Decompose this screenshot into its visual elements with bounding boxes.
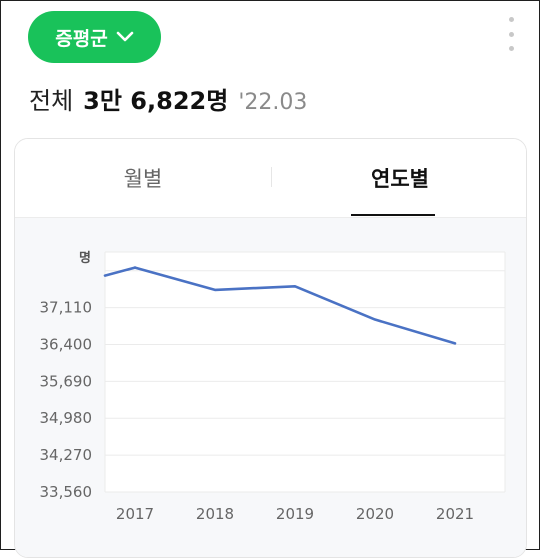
series-line-lead — [103, 266, 137, 277]
region-select-button[interactable]: 증평군 — [28, 11, 161, 63]
population-summary: 전체 3만 6,822명 '22.03 — [29, 81, 307, 117]
tab-monthly[interactable]: 월별 — [123, 167, 163, 191]
population-card: 월별 연도별 33,560 34,270 34,980 35,690 36,400 37,… — [14, 138, 527, 558]
y-axis-unit-label: 명 — [79, 250, 91, 266]
region-label: 증평군 — [55, 28, 108, 50]
more-vertical-icon[interactable] — [501, 17, 521, 51]
y-tick-label: 35,690 — [40, 372, 93, 390]
y-tick-label: 36,400 — [40, 335, 93, 353]
y-tick-label: 34,270 — [40, 446, 93, 464]
tab-divider — [271, 167, 272, 187]
more-dot — [508, 46, 514, 51]
chart-area: 33,560 34,270 34,980 35,690 36,400 37,110 명 201… — [15, 217, 526, 557]
x-tick-label: 2020 — [356, 505, 394, 523]
summary-date: '22.03 — [238, 90, 308, 115]
x-tick-label: 2018 — [196, 505, 234, 523]
summary-label: 전체 — [29, 87, 74, 115]
series-line — [133, 266, 457, 345]
y-tick-label: 34,980 — [40, 409, 93, 427]
x-tick-label: 2021 — [436, 505, 474, 523]
x-tick-label: 2017 — [116, 505, 154, 523]
y-tick-label: 37,110 — [40, 299, 93, 317]
active-tab-indicator — [351, 214, 435, 216]
chevron-down-icon — [116, 31, 134, 42]
period-tabs: 월별 연도별 — [15, 139, 526, 217]
tab-yearly[interactable]: 연도별 — [371, 167, 429, 191]
x-tick-label: 2019 — [276, 505, 314, 523]
population-line-chart: 33,560 34,270 34,980 35,690 36,400 37,110 명 201… — [40, 250, 506, 523]
more-dot — [508, 31, 514, 37]
more-dot — [508, 17, 514, 22]
y-tick-label: 33,560 — [40, 483, 93, 501]
summary-value: 3만 6,822명 — [83, 87, 229, 115]
plot-background — [105, 252, 505, 492]
